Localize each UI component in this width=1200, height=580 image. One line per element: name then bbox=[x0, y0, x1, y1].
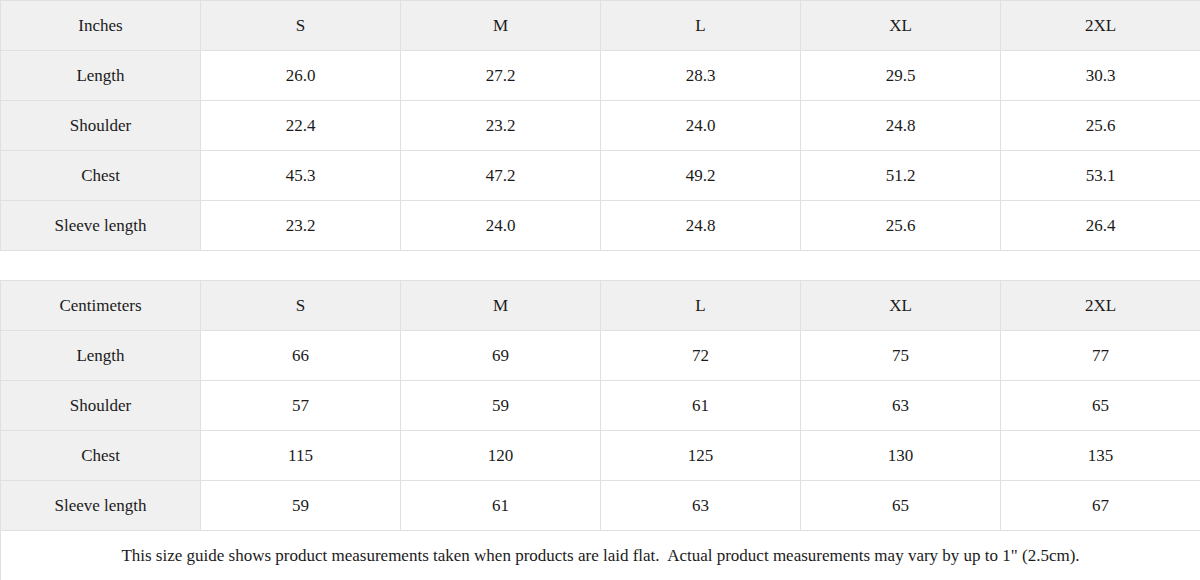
measurement-value: 27.2 bbox=[401, 51, 601, 101]
measurement-value: 61 bbox=[401, 481, 601, 531]
size-header-l: L bbox=[601, 1, 801, 51]
measurement-value: 29.5 bbox=[801, 51, 1001, 101]
measurement-value: 75 bbox=[801, 331, 1001, 381]
size-header-2xl: 2XL bbox=[1001, 1, 1200, 51]
measurement-label: Sleeve length bbox=[1, 201, 201, 251]
measurement-row-length-cm: Length 66 69 72 75 77 bbox=[1, 331, 1200, 381]
size-header-row: Centimeters S M L XL 2XL bbox=[1, 281, 1200, 331]
measurement-row-chest-in: Chest 45.3 47.2 49.2 51.2 53.1 bbox=[1, 151, 1200, 201]
measurement-value: 30.3 bbox=[1001, 51, 1200, 101]
size-header-row: Inches S M L XL 2XL bbox=[1, 1, 1200, 51]
measurement-label: Chest bbox=[1, 151, 201, 201]
measurement-value: 61 bbox=[601, 381, 801, 431]
measurement-value: 24.0 bbox=[401, 201, 601, 251]
table-spacer bbox=[0, 251, 1200, 280]
measurement-value: 72 bbox=[601, 331, 801, 381]
measurement-label: Length bbox=[1, 331, 201, 381]
centimeters-size-table: Centimeters S M L XL 2XL Length 66 69 72… bbox=[0, 280, 1200, 580]
measurement-value: 26.0 bbox=[201, 51, 401, 101]
measurement-value: 120 bbox=[401, 431, 601, 481]
measurement-label: Length bbox=[1, 51, 201, 101]
unit-header-centimeters: Centimeters bbox=[1, 281, 201, 331]
measurement-value: 53.1 bbox=[1001, 151, 1200, 201]
measurement-value: 65 bbox=[801, 481, 1001, 531]
measurement-row-shoulder-cm: Shoulder 57 59 61 63 65 bbox=[1, 381, 1200, 431]
size-header-xl: XL bbox=[801, 281, 1001, 331]
measurement-value: 135 bbox=[1001, 431, 1200, 481]
size-header-l: L bbox=[601, 281, 801, 331]
size-header-m: M bbox=[401, 281, 601, 331]
size-header-2xl: 2XL bbox=[1001, 281, 1200, 331]
measurement-value: 25.6 bbox=[1001, 101, 1200, 151]
measurement-value: 45.3 bbox=[201, 151, 401, 201]
measurement-value: 65 bbox=[1001, 381, 1200, 431]
note-row: This size guide shows product measuremen… bbox=[1, 531, 1200, 580]
inches-size-table: Inches S M L XL 2XL Length 26.0 27.2 28.… bbox=[0, 0, 1200, 251]
measurement-value: 24.8 bbox=[801, 101, 1001, 151]
measurement-label: Shoulder bbox=[1, 381, 201, 431]
measurement-value: 51.2 bbox=[801, 151, 1001, 201]
measurement-value: 25.6 bbox=[801, 201, 1001, 251]
measurement-value: 66 bbox=[201, 331, 401, 381]
measurement-label: Shoulder bbox=[1, 101, 201, 151]
measurement-value: 22.4 bbox=[201, 101, 401, 151]
size-header-s: S bbox=[201, 281, 401, 331]
measurement-value: 130 bbox=[801, 431, 1001, 481]
size-header-s: S bbox=[201, 1, 401, 51]
size-guide-note: This size guide shows product measuremen… bbox=[1, 531, 1200, 580]
measurement-value: 63 bbox=[601, 481, 801, 531]
measurement-value: 67 bbox=[1001, 481, 1200, 531]
measurement-value: 23.2 bbox=[201, 201, 401, 251]
measurement-label: Chest bbox=[1, 431, 201, 481]
size-header-m: M bbox=[401, 1, 601, 51]
measurement-row-shoulder-in: Shoulder 22.4 23.2 24.0 24.8 25.6 bbox=[1, 101, 1200, 151]
measurement-value: 115 bbox=[201, 431, 401, 481]
measurement-row-length-in: Length 26.0 27.2 28.3 29.5 30.3 bbox=[1, 51, 1200, 101]
measurement-value: 47.2 bbox=[401, 151, 601, 201]
size-header-xl: XL bbox=[801, 1, 1001, 51]
measurement-value: 24.0 bbox=[601, 101, 801, 151]
measurement-value: 28.3 bbox=[601, 51, 801, 101]
measurement-value: 59 bbox=[201, 481, 401, 531]
measurement-value: 63 bbox=[801, 381, 1001, 431]
measurement-row-sleeve-in: Sleeve length 23.2 24.0 24.8 25.6 26.4 bbox=[1, 201, 1200, 251]
measurement-value: 49.2 bbox=[601, 151, 801, 201]
measurement-row-chest-cm: Chest 115 120 125 130 135 bbox=[1, 431, 1200, 481]
size-guide: Inches S M L XL 2XL Length 26.0 27.2 28.… bbox=[0, 0, 1200, 580]
measurement-value: 69 bbox=[401, 331, 601, 381]
unit-header-inches: Inches bbox=[1, 1, 201, 51]
measurement-value: 23.2 bbox=[401, 101, 601, 151]
measurement-value: 77 bbox=[1001, 331, 1200, 381]
measurement-value: 24.8 bbox=[601, 201, 801, 251]
measurement-label: Sleeve length bbox=[1, 481, 201, 531]
measurement-value: 59 bbox=[401, 381, 601, 431]
measurement-value: 57 bbox=[201, 381, 401, 431]
measurement-value: 26.4 bbox=[1001, 201, 1200, 251]
measurement-row-sleeve-cm: Sleeve length 59 61 63 65 67 bbox=[1, 481, 1200, 531]
measurement-value: 125 bbox=[601, 431, 801, 481]
